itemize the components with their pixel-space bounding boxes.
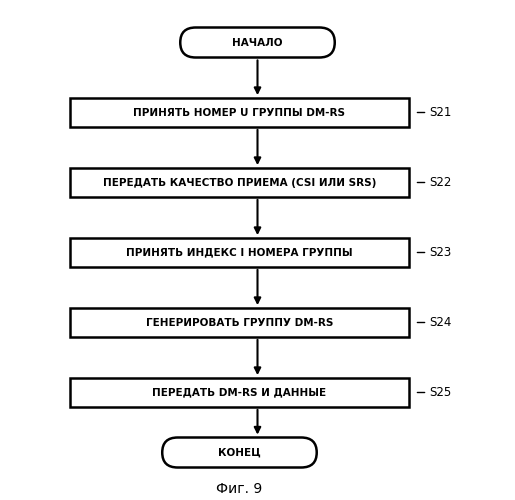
Text: S21: S21	[429, 106, 451, 119]
Text: S23: S23	[429, 246, 451, 259]
Text: ПЕРЕДАТЬ КАЧЕСТВО ПРИЕМА (CSI ИЛИ SRS): ПЕРЕДАТЬ КАЧЕСТВО ПРИЕМА (CSI ИЛИ SRS)	[103, 178, 376, 188]
Text: S25: S25	[429, 386, 451, 399]
Text: ПЕРЕДАТЬ DM-RS И ДАННЫЕ: ПЕРЕДАТЬ DM-RS И ДАННЫЕ	[152, 388, 327, 398]
Text: КОНЕЦ: КОНЕЦ	[218, 448, 261, 458]
FancyBboxPatch shape	[162, 438, 317, 468]
FancyBboxPatch shape	[70, 98, 409, 127]
Text: ПРИНЯТЬ ИНДЕКС I НОМЕРА ГРУППЫ: ПРИНЯТЬ ИНДЕКС I НОМЕРА ГРУППЫ	[126, 248, 353, 258]
Text: НАЧАЛО: НАЧАЛО	[232, 38, 283, 48]
FancyBboxPatch shape	[70, 378, 409, 407]
Text: ГЕНЕРИРОВАТЬ ГРУППУ DM-RS: ГЕНЕРИРОВАТЬ ГРУППУ DM-RS	[146, 318, 333, 328]
FancyBboxPatch shape	[70, 168, 409, 197]
FancyBboxPatch shape	[180, 28, 335, 58]
Text: S22: S22	[429, 176, 451, 189]
FancyBboxPatch shape	[70, 238, 409, 267]
Text: Фиг. 9: Фиг. 9	[216, 482, 263, 496]
Text: S24: S24	[429, 316, 451, 329]
Text: ПРИНЯТЬ НОМЕР U ГРУППЫ DM-RS: ПРИНЯТЬ НОМЕР U ГРУППЫ DM-RS	[133, 108, 346, 118]
FancyBboxPatch shape	[70, 308, 409, 337]
